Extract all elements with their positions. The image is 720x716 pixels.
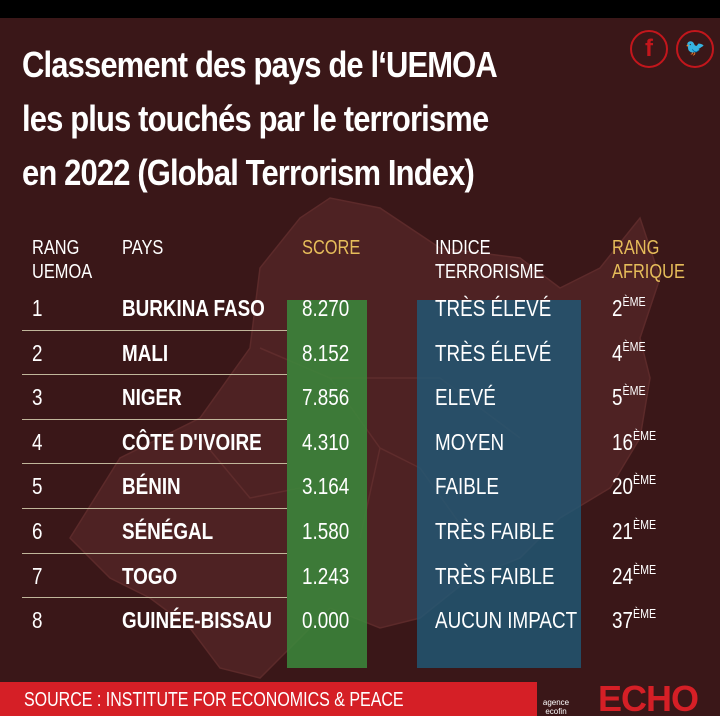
header-score: SCORE bbox=[302, 237, 361, 259]
table-row: 5 BÉNIN 3.164 FAIBLE 20ÈME bbox=[22, 464, 656, 508]
table-row: 6 SÉNÉGAL 1.580 TRÈS FAIBLE 21ÈME bbox=[22, 509, 656, 553]
row-separator bbox=[22, 463, 287, 465]
country-cell: SÉNÉGAL bbox=[122, 518, 214, 544]
row-separator bbox=[22, 418, 287, 420]
score-cell: 1.580 bbox=[302, 518, 350, 544]
indice-cell: ELEVÉ bbox=[435, 384, 496, 411]
indice-cell: FAIBLE bbox=[435, 473, 499, 500]
agence-ecofin-logo: agence ecofin bbox=[542, 698, 570, 716]
score-cell: 4.310 bbox=[302, 428, 350, 455]
echo-logo: ECHO bbox=[598, 678, 699, 716]
row-separator bbox=[22, 374, 287, 376]
twitter-icon[interactable]: 🐦 bbox=[676, 30, 714, 68]
rank-cell: 8 bbox=[32, 607, 43, 634]
indice-column-highlight bbox=[417, 300, 581, 668]
country-cell: BÉNIN bbox=[122, 473, 181, 500]
header-rang-uemoa: RANG UEMOA bbox=[32, 237, 93, 283]
title-line: en 2022 (Global Terrorism Index) bbox=[22, 152, 475, 193]
country-cell: BURKINA FASO bbox=[122, 295, 265, 321]
score-cell: 1.243 bbox=[302, 562, 350, 589]
facebook-icon[interactable]: f bbox=[630, 30, 668, 68]
table-row: 1 BURKINA FASO 8.270 TRÈS ÉLEVÉ 2ÈME bbox=[22, 286, 646, 330]
rank-cell: 4 bbox=[32, 428, 43, 455]
indice-cell: TRÈS FAIBLE bbox=[435, 518, 555, 544]
row-separator bbox=[22, 329, 287, 331]
country-cell: CÔTE D'IVOIRE bbox=[122, 428, 262, 455]
table-row: 3 NIGER 7.856 ELEVÉ 5ÈME bbox=[22, 375, 646, 419]
footer-bar bbox=[0, 682, 537, 716]
rang-afrique-cell: 4ÈME bbox=[612, 338, 646, 366]
indice-cell: TRÈS ÉLEVÉ bbox=[435, 339, 552, 366]
rang-afrique-cell: 16ÈME bbox=[612, 427, 657, 455]
source-credit: SOURCE : INSTITUTE FOR ECONOMICS & PEACE bbox=[24, 689, 404, 711]
score-column-highlight bbox=[287, 300, 367, 668]
row-separator bbox=[22, 597, 287, 599]
country-cell: TOGO bbox=[122, 562, 178, 589]
score-cell: 3.164 bbox=[302, 473, 350, 500]
rank-cell: 3 bbox=[32, 384, 43, 411]
rang-afrique-cell: 37ÈME bbox=[612, 606, 657, 634]
title-line: les plus touchés par le terrorisme bbox=[22, 98, 489, 139]
indice-cell: TRÈS FAIBLE bbox=[435, 562, 555, 589]
rang-afrique-cell: 2ÈME bbox=[612, 294, 646, 322]
score-cell: 8.152 bbox=[302, 339, 350, 366]
score-cell: 0.000 bbox=[302, 607, 350, 634]
rang-afrique-cell: 5ÈME bbox=[612, 383, 646, 411]
rank-cell: 1 bbox=[32, 295, 43, 321]
table-row: 7 TOGO 1.243 TRÈS FAIBLE 24ÈME bbox=[22, 554, 656, 598]
country-cell: MALI bbox=[122, 339, 169, 366]
row-separator bbox=[22, 508, 287, 509]
indice-cell: AUCUN IMPACT bbox=[435, 607, 578, 634]
rang-afrique-cell: 20ÈME bbox=[612, 472, 657, 500]
rang-afrique-cell: 21ÈME bbox=[612, 517, 657, 545]
rank-cell: 5 bbox=[32, 473, 43, 500]
chart-title: Classement des pays de l‘UEMOA les plus … bbox=[22, 38, 538, 200]
rank-cell: 6 bbox=[32, 518, 43, 544]
indice-cell: MOYEN bbox=[435, 428, 505, 455]
score-cell: 8.270 bbox=[302, 295, 350, 321]
table-row: 8 GUINÉE-BISSAU 0.000 AUCUN IMPACT 37ÈME bbox=[22, 598, 656, 642]
table-row: 2 MALI 8.152 TRÈS ÉLEVÉ 4ÈME bbox=[22, 331, 646, 375]
table-row: 4 CÔTE D'IVOIRE 4.310 MOYEN 16ÈME bbox=[22, 420, 656, 464]
header-pays: PAYS bbox=[122, 237, 164, 259]
score-cell: 7.856 bbox=[302, 384, 350, 411]
rang-afrique-cell: 24ÈME bbox=[612, 561, 657, 589]
header-indice-terrorisme: INDICE TERRORISME bbox=[435, 237, 545, 283]
row-separator bbox=[22, 552, 287, 554]
indice-cell: TRÈS ÉLEVÉ bbox=[435, 295, 552, 321]
infographic-card: Classement des pays de l‘UEMOA les plus … bbox=[0, 18, 720, 716]
rank-cell: 2 bbox=[32, 339, 43, 366]
title-line: Classement des pays de l‘UEMOA bbox=[22, 44, 498, 85]
rank-cell: 7 bbox=[32, 562, 43, 589]
country-cell: GUINÉE-BISSAU bbox=[122, 607, 272, 634]
country-cell: NIGER bbox=[122, 384, 182, 411]
header-rang-afrique: RANG AFRIQUE bbox=[612, 237, 685, 283]
